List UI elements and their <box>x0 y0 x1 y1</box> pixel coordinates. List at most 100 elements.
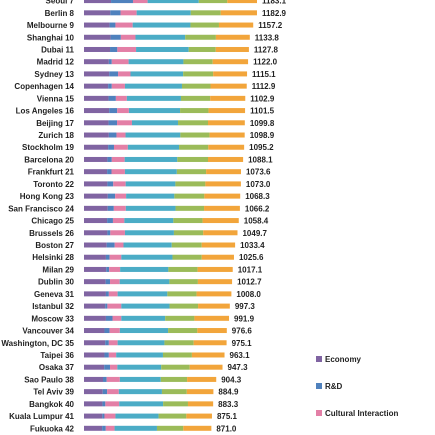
bar-segment-economy <box>84 291 106 297</box>
total-value-label: 875.1 <box>217 412 238 421</box>
bar-segment-economy <box>84 156 108 162</box>
bar-segment-accessibility <box>208 156 244 162</box>
bar-segment-livability <box>118 389 162 395</box>
bar-segment-r-d <box>107 230 111 236</box>
bar-segment-r-d <box>108 59 112 65</box>
bar-segment-accessibility <box>203 230 238 236</box>
bar-segment-accessibility <box>194 315 230 321</box>
bar-segment-livability <box>124 218 174 224</box>
total-value-label: 1182.9 <box>262 9 287 18</box>
bar-segment-accessibility <box>183 425 212 431</box>
legend-item-cultural-interaction: Cultural Interaction <box>316 409 398 418</box>
total-value-label: 1098.9 <box>250 131 275 140</box>
bar-segment-environment <box>176 169 207 175</box>
bar-segment-environment <box>168 328 198 334</box>
bar-segment-r-d <box>102 425 106 431</box>
bar-segment-cultural-interaction <box>106 376 120 382</box>
bar-segment-accessibility <box>210 95 246 101</box>
city-label: Taipei 36 <box>40 351 74 360</box>
bar-segment-environment <box>160 376 188 382</box>
bar-segment-cultural-interaction <box>113 144 128 150</box>
bar-row-osaka-37: Osaka 37 947.3 <box>39 363 248 372</box>
bar-segment-accessibility <box>186 413 212 419</box>
city-label: Chicago 25 <box>31 217 74 226</box>
bar-segment-livability <box>123 242 172 248</box>
city-label: Stockholm 19 <box>22 143 75 152</box>
bar-segment-r-d <box>106 266 110 272</box>
city-label: Milan 29 <box>42 265 74 274</box>
bar-segment-accessibility <box>201 242 236 248</box>
bar-segment-environment <box>190 10 221 16</box>
bar-segment-cultural-interaction <box>120 34 136 40</box>
legend-label-economy: Economy <box>325 355 362 364</box>
total-value-label: 1017.1 <box>238 265 263 274</box>
bar-segment-accessibility <box>196 291 232 297</box>
bar-segment-economy <box>84 144 109 150</box>
bar-segment-cultural-interaction <box>113 205 126 211</box>
bar-segment-economy <box>84 22 110 28</box>
bar-segment-economy <box>84 108 110 114</box>
bar-segment-accessibility <box>205 181 241 187</box>
bar-segment-r-d <box>104 328 110 334</box>
total-value-label: 963.1 <box>230 351 251 360</box>
bar-segment-livability <box>117 364 162 370</box>
bar-segment-livability <box>116 352 163 358</box>
legend-item-rnd: R&D <box>316 382 343 391</box>
bar-segment-cultural-interaction <box>112 315 122 321</box>
bar-segment-economy <box>84 34 111 40</box>
bar-row-berlin-8: Berlin 8 1182.9 <box>45 9 287 18</box>
legend-swatch-economy <box>316 356 322 362</box>
bar-segment-economy <box>84 218 108 224</box>
bar-segment-economy <box>84 352 105 358</box>
bar-segment-livability <box>128 108 181 114</box>
bar-segment-accessibility <box>197 279 233 285</box>
bar-row-melbourne-9: Melbourne 9 1157.2 <box>27 21 283 30</box>
bar-segment-livability <box>124 230 174 236</box>
bar-segment-accessibility <box>210 83 247 89</box>
bar-segment-economy <box>84 315 106 321</box>
bar-segment-r-d <box>105 291 109 297</box>
bar-segment-r-d <box>107 181 114 187</box>
total-value-label: 1133.8 <box>255 33 280 42</box>
bar-segment-livability <box>136 46 189 52</box>
total-value-label: 1157.2 <box>258 21 283 30</box>
bar-segment-economy <box>84 266 107 272</box>
bar-segment-livability <box>126 193 175 199</box>
bar-segment-accessibility <box>189 364 223 370</box>
city-label: Sydney 13 <box>34 70 74 79</box>
bar-segment-environment <box>185 34 216 40</box>
bar-segment-livability <box>125 205 176 211</box>
bar-segment-economy <box>84 95 109 101</box>
bar-segment-cultural-interaction <box>108 291 118 297</box>
bar-segment-accessibility <box>208 144 245 150</box>
city-label: Boston 27 <box>35 241 74 250</box>
bar-segment-cultural-interaction <box>105 425 115 431</box>
bar-segment-accessibility <box>204 193 241 199</box>
bar-row-brussels-26: Brussels 26 1049.7 <box>29 229 267 238</box>
chart-legend: Economy R&D Cultural Interaction <box>316 355 398 418</box>
bar-row-sydney-13: Sydney 13 1115.1 <box>34 70 276 79</box>
bar-segment-environment <box>177 156 208 162</box>
bar-segment-r-d <box>107 169 112 175</box>
bar-row-dublin-30: Dublin 30 1012.7 <box>38 278 262 287</box>
bar-segment-environment <box>190 22 219 28</box>
bar-segment-cultural-interaction <box>113 181 126 187</box>
city-label: Barcelona 20 <box>24 155 74 164</box>
bar-segment-r-d <box>108 144 114 150</box>
city-label: Vancouver 34 <box>22 327 74 336</box>
bar-segment-cultural-interaction <box>108 340 118 346</box>
bar-segment-livability <box>115 413 159 419</box>
bar-segment-environment <box>168 266 198 272</box>
bar-segment-accessibility <box>213 71 248 77</box>
bar-segment-livability <box>117 291 168 297</box>
bar-segment-r-d <box>107 156 112 162</box>
bar-segment-accessibility <box>218 22 254 28</box>
bar-segment-r-d <box>105 279 111 285</box>
bar-segment-environment <box>188 46 216 52</box>
city-label: Istanbul 32 <box>32 302 74 311</box>
bar-row-moscow-33: Moscow 33 991.9 <box>31 314 254 323</box>
bar-segment-cultural-interaction <box>118 71 131 77</box>
bar-segment-economy <box>84 230 108 236</box>
bar-segment-environment <box>161 389 187 395</box>
bar-segment-environment <box>173 218 203 224</box>
